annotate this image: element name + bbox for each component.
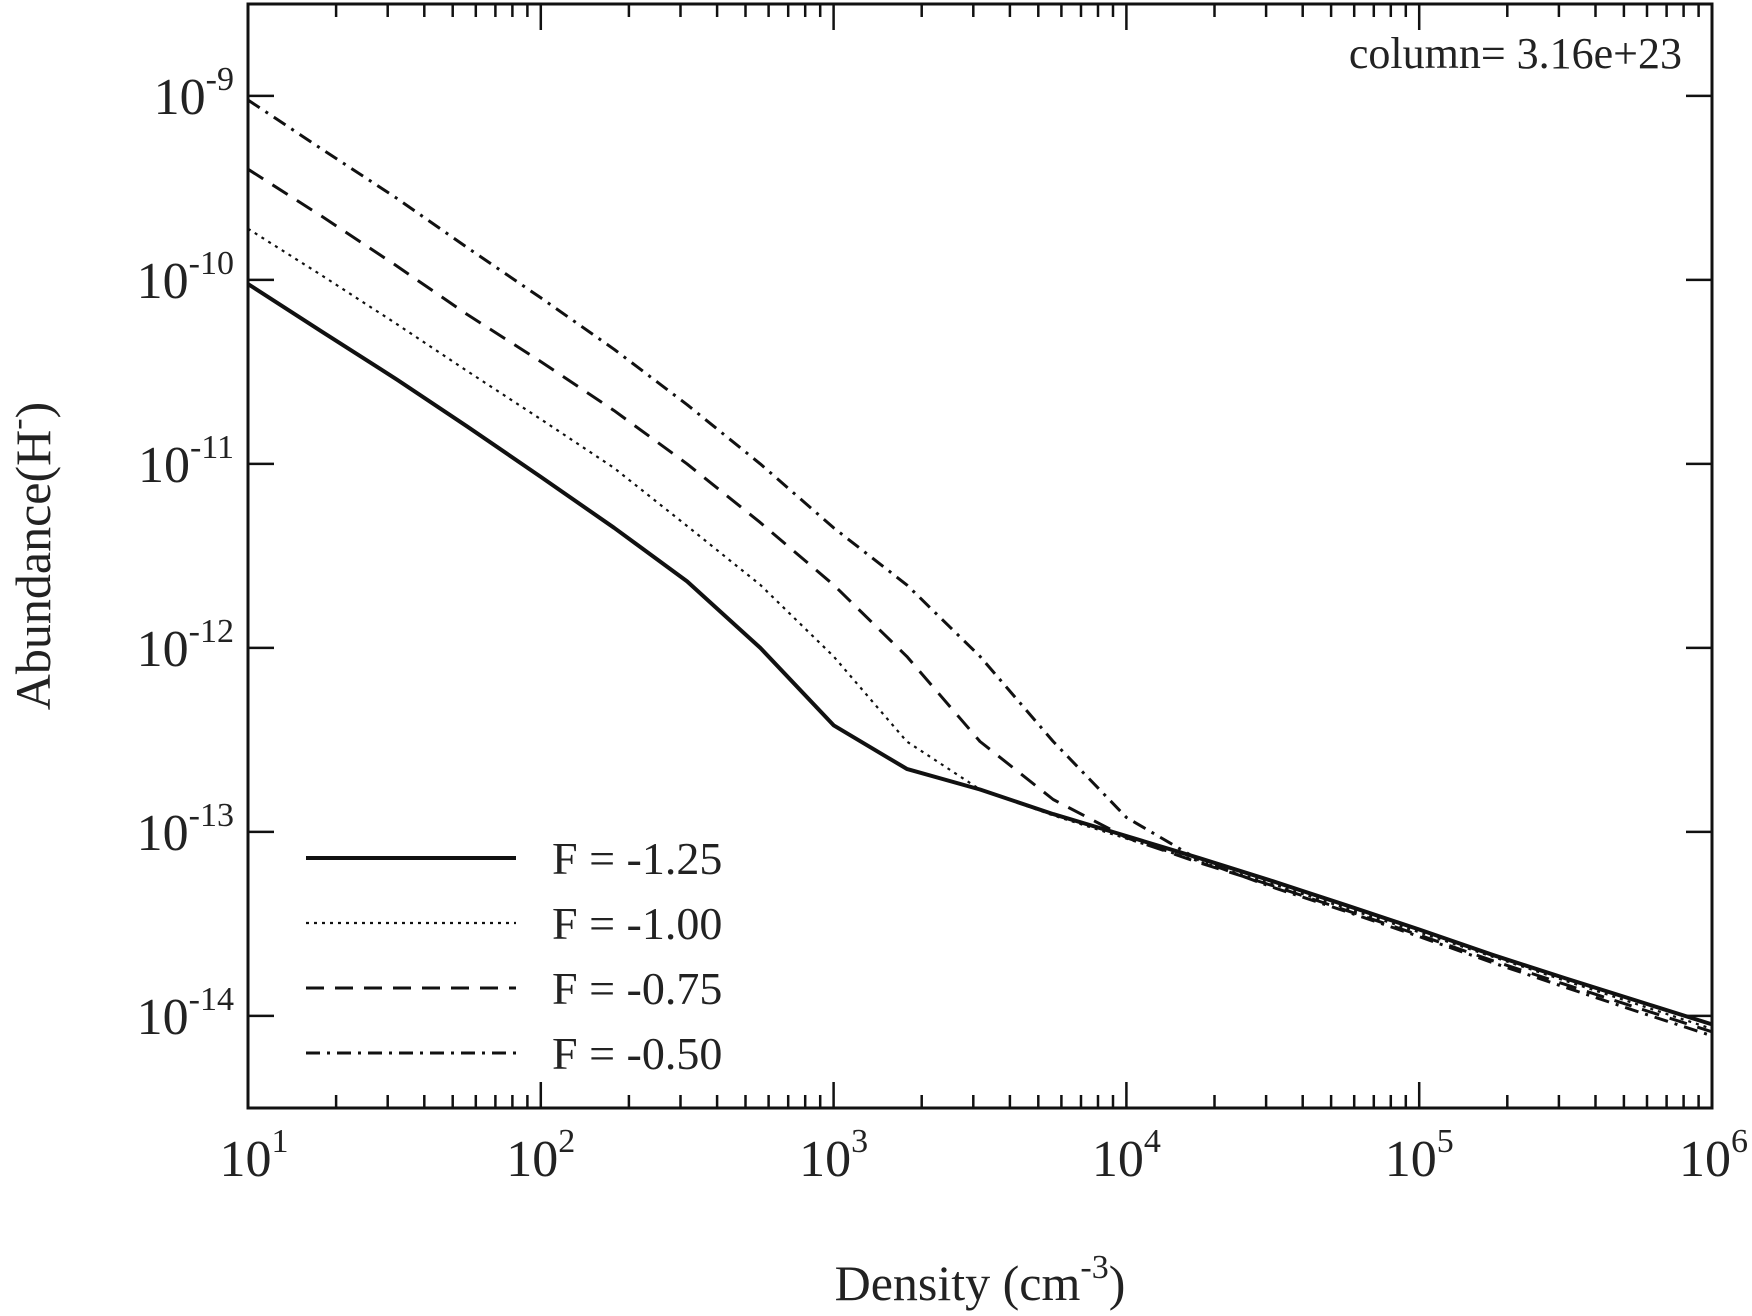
y-tick-label-base: 10	[137, 253, 189, 310]
x-tick-label-base: 10	[1385, 1131, 1437, 1188]
y-tick-label-exp: -14	[189, 981, 234, 1018]
y-tick-label-base: 10	[137, 621, 189, 678]
y-tick-label-base: 10	[137, 989, 189, 1046]
y-tick-label-exp: -13	[189, 797, 234, 834]
y-axis-title: Abundance(H-)	[0, 402, 61, 710]
x-tick-label: 101	[220, 1123, 289, 1188]
x-tick-label-exp: 1	[272, 1123, 289, 1160]
legend-label-4: F = -0.50	[552, 1028, 722, 1079]
x-tick-label: 103	[799, 1123, 868, 1188]
x-tick-label: 102	[506, 1123, 575, 1188]
legend: F = -1.25 F = -1.00 F = -0.75 F = -0.50	[306, 833, 722, 1079]
y-tick-label: 10-14	[137, 981, 234, 1046]
y-tick-label: 10-10	[137, 245, 234, 310]
x-tick-label-exp: 3	[851, 1123, 868, 1160]
x-tick-label-base: 10	[220, 1131, 272, 1188]
y-tick-label: 10-13	[137, 797, 234, 862]
x-tick-label-base: 10	[506, 1131, 558, 1188]
tick-labels-layer: 101 102 103 104 105 10610-1410-1310-1210-1110…	[137, 61, 1748, 1188]
y-tick-label-base: 10	[154, 69, 206, 126]
legend-label-3: F = -0.75	[552, 963, 722, 1014]
y-tick-label-exp: -9	[206, 61, 234, 98]
x-axis-title-close: )	[1109, 1255, 1126, 1311]
series-layer	[246, 98, 1713, 1038]
y-tick-label-exp: -10	[189, 245, 234, 282]
y-tick-label-exp: -11	[190, 429, 234, 466]
x-axis-title-sup: -3	[1080, 1249, 1108, 1286]
x-tick-label-exp: 5	[1437, 1123, 1454, 1160]
y-axis-title-close: )	[5, 402, 61, 419]
x-tick-label-exp: 4	[1144, 1123, 1161, 1160]
legend-label-1: F = -1.25	[552, 833, 722, 884]
column-annotation: column= 3.16e+23	[1349, 29, 1682, 78]
y-tick-label-base: 10	[138, 437, 190, 494]
x-tick-label-base: 10	[799, 1131, 851, 1188]
series-line-4	[247, 98, 1713, 1038]
x-tick-label-base: 10	[1679, 1131, 1731, 1188]
x-tick-label-base: 10	[1092, 1131, 1144, 1188]
y-tick-label-exp: -12	[189, 613, 234, 650]
plot-frame	[246, 2, 1714, 1110]
x-axis-title-main: Density (cm	[835, 1255, 1081, 1311]
x-tick-label: 105	[1385, 1123, 1454, 1188]
y-tick-label: 10-9	[154, 61, 234, 126]
x-tick-label: 104	[1092, 1123, 1161, 1188]
y-tick-label: 10-11	[138, 429, 234, 494]
x-tick-label-exp: 2	[558, 1123, 575, 1160]
x-tick-label-exp: 6	[1731, 1123, 1748, 1160]
y-tick-label-base: 10	[137, 805, 189, 862]
ticks-layer	[246, 4, 1714, 1108]
y-axis-title-main: Abundance(H	[5, 430, 61, 710]
series-line-2	[247, 227, 1713, 1030]
legend-label-2: F = -1.00	[552, 898, 722, 949]
x-axis-title: Density (cm-3)	[835, 1249, 1126, 1311]
series-line-3	[247, 167, 1713, 1034]
x-tick-label: 106	[1679, 1123, 1748, 1188]
y-axis-title-sup: -	[0, 418, 36, 429]
y-tick-label: 10-12	[137, 613, 234, 678]
series-line-1	[246, 282, 1713, 1027]
